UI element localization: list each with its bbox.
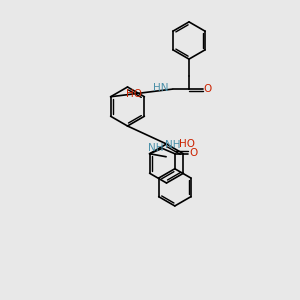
Text: HO: HO xyxy=(126,89,142,99)
Text: O: O xyxy=(190,148,198,158)
Text: HN: HN xyxy=(153,82,169,93)
Text: O: O xyxy=(204,84,212,94)
Text: NH: NH xyxy=(165,140,180,150)
Text: HO: HO xyxy=(179,139,195,149)
Text: NH: NH xyxy=(148,143,164,153)
